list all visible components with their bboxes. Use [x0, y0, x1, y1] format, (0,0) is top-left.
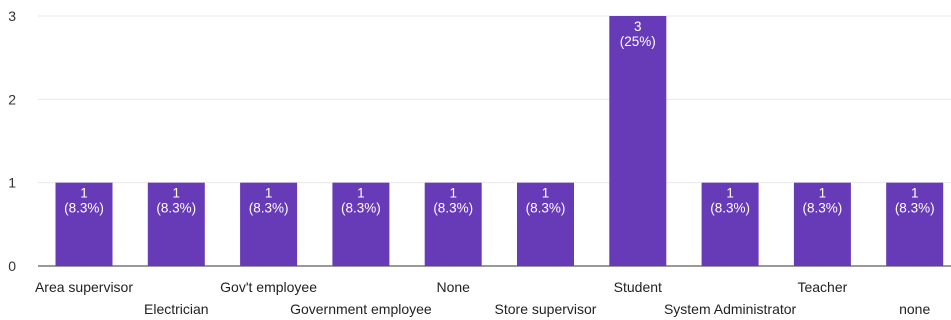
data-label: (8.3%): [156, 201, 196, 216]
x-tick-label: None: [436, 279, 470, 295]
y-tick-label: 3: [8, 8, 16, 24]
data-label: 1: [542, 186, 550, 201]
x-tick-label: Teacher: [797, 279, 847, 295]
x-tick-label: Government employee: [290, 301, 432, 317]
bar: [517, 182, 574, 266]
data-label: 1: [265, 186, 273, 201]
y-axis: 0 1 2 3: [8, 8, 16, 274]
data-label: (8.3%): [64, 201, 104, 216]
data-label: 1: [819, 186, 827, 201]
y-tick-label: 1: [8, 175, 16, 191]
data-label: (8.3%): [803, 201, 843, 216]
y-tick-label: 2: [8, 91, 16, 107]
x-axis: Area supervisor Electrician Gov't employee…: [35, 279, 931, 317]
data-label: (8.3%): [433, 201, 473, 216]
data-label: (8.3%): [249, 201, 289, 216]
data-label: (8.3%): [895, 201, 935, 216]
x-tick-label: Student: [614, 279, 662, 295]
data-label: 1: [726, 186, 734, 201]
x-tick-label: none: [899, 301, 930, 317]
y-tick-label: 0: [8, 258, 16, 274]
x-tick-label: Store supervisor: [495, 301, 597, 317]
data-label: (8.3%): [341, 201, 381, 216]
bar: [240, 182, 298, 266]
data-label: 1: [449, 186, 457, 201]
bars: 1(8.3%)1(8.3%)1(8.3%)1(8.3%)1(8.3%)1(8.3…: [55, 16, 944, 266]
data-label: 3: [634, 19, 642, 34]
data-label: 1: [173, 186, 181, 201]
data-label: 1: [357, 186, 365, 201]
bar: [332, 182, 390, 266]
x-tick-label: Gov't employee: [220, 279, 317, 295]
bar: [424, 182, 482, 266]
bar: [147, 182, 205, 266]
data-label: (8.3%): [710, 201, 750, 216]
bar: [793, 182, 851, 266]
x-tick-label: System Administrator: [664, 301, 797, 317]
data-label: (25%): [620, 34, 656, 49]
x-tick-label: Area supervisor: [35, 279, 133, 295]
bar: [609, 16, 667, 266]
data-label: 1: [80, 186, 88, 201]
bar: [55, 182, 113, 266]
bar: [701, 182, 759, 266]
data-label: (8.3%): [526, 201, 566, 216]
data-label: 1: [911, 186, 919, 201]
x-tick-label: Electrician: [144, 301, 209, 317]
bar: [886, 182, 944, 266]
